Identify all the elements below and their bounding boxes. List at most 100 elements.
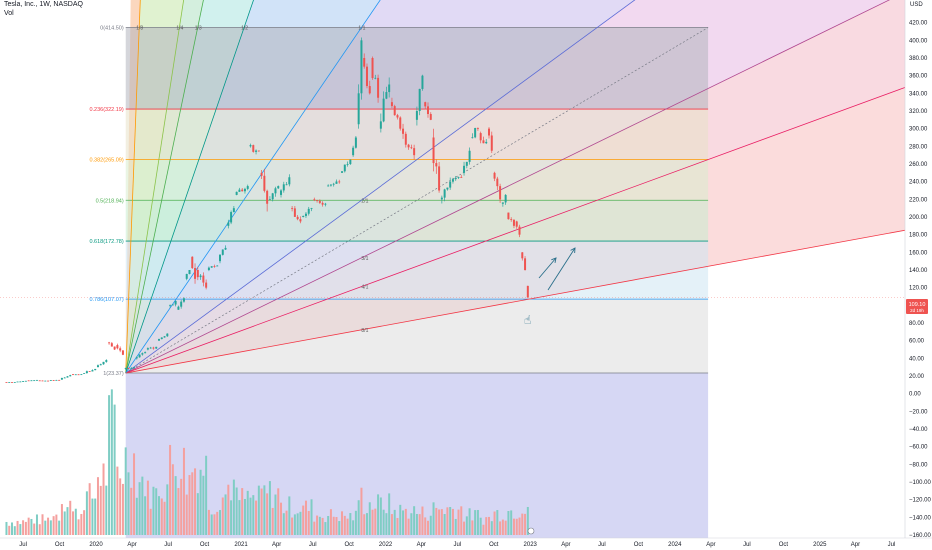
candle-body	[321, 202, 324, 205]
volume-bar	[119, 478, 122, 535]
price-tick-label: 0.00	[909, 392, 921, 398]
candle-body	[216, 265, 219, 267]
volume-bar	[257, 485, 260, 535]
time-tick-label: 2021	[234, 542, 248, 548]
candle-body	[346, 164, 349, 165]
candle-body	[482, 140, 485, 144]
volume-bar	[33, 523, 36, 535]
volume-bar	[121, 483, 124, 535]
gann-fan-label-1-4: 1/4	[176, 26, 183, 32]
volume-bar	[116, 466, 119, 535]
candle-body	[526, 285, 529, 298]
candle-body	[241, 189, 244, 192]
volume-bar	[110, 389, 113, 535]
candle-body	[288, 177, 291, 185]
volume-bar	[371, 509, 374, 535]
up-arrow-1	[538, 257, 557, 279]
fib-band-3	[125, 200, 709, 242]
candle-body	[27, 380, 30, 382]
candle-body	[432, 137, 435, 164]
candle-body	[19, 381, 22, 383]
candle-body	[188, 270, 191, 274]
gann-fan-label-1-3: 1/3	[195, 26, 202, 32]
fib-band-4	[125, 241, 709, 300]
gann-fan-diagonal	[125, 27, 709, 374]
volume-bar	[429, 515, 432, 535]
candle-body	[371, 58, 374, 79]
volume-bar	[35, 514, 38, 535]
fib-label-3: 0.5(218.94)	[96, 198, 124, 204]
candle-body	[402, 128, 405, 134]
candle-body	[479, 133, 482, 141]
candle-body	[169, 304, 172, 306]
price-tick-label: −160.00	[909, 533, 932, 539]
volume-bar	[512, 518, 515, 535]
volume-bar	[524, 513, 527, 535]
volume-bar	[171, 464, 174, 535]
candle-body	[474, 128, 477, 138]
price-axis-ticks: 420.00 400.00 380.00 360.00 340.00 320.00 300.…	[909, 21, 932, 539]
gann-fan-label-8-1: 8/1	[361, 328, 368, 334]
volume-bar	[490, 521, 493, 535]
time-axis-background[interactable]	[0, 538, 932, 550]
volume-bar	[443, 514, 446, 535]
volume-bar	[510, 510, 513, 535]
candle-body	[149, 347, 152, 349]
candle-body	[393, 106, 396, 116]
candle-body	[296, 216, 299, 220]
time-tick-label: Oct	[344, 542, 354, 548]
volume-bar	[457, 509, 460, 535]
time-tick-label: Apr	[561, 542, 570, 548]
candle-body	[293, 208, 296, 217]
candle-body	[268, 199, 271, 201]
volume-bar	[221, 497, 224, 535]
candle-body	[429, 114, 432, 120]
price-tick-label: −20.00	[909, 409, 928, 415]
candle-body	[390, 102, 393, 107]
volume-bar	[496, 510, 499, 535]
volume-bar	[518, 517, 521, 535]
price-tick-label: −100.00	[909, 480, 932, 486]
price-tick-label: 300.00	[909, 127, 928, 133]
volume-bar	[44, 520, 47, 535]
price-tick-label: −140.00	[909, 515, 932, 521]
volume-bar	[291, 517, 294, 535]
volume-bar	[149, 508, 152, 535]
volume-bar	[196, 493, 199, 535]
volume-bar	[41, 514, 44, 535]
candle-body	[327, 185, 330, 187]
volume-bar	[105, 485, 108, 535]
volume-bar	[238, 500, 241, 535]
up-arrow-1-head	[551, 257, 557, 263]
volume-bar	[463, 521, 466, 535]
candle-body	[521, 252, 524, 259]
volume-bar	[268, 481, 271, 535]
candle-body	[512, 219, 515, 226]
volume-bar	[407, 518, 410, 535]
volume-bar	[526, 506, 529, 535]
volume-bar	[22, 520, 25, 535]
volume-bar	[72, 511, 75, 535]
volume-bar	[365, 513, 368, 535]
time-tick-label: Jul	[888, 542, 896, 548]
time-tick-label: 2020	[89, 542, 103, 548]
candle-body	[108, 342, 111, 344]
candle-body	[124, 368, 127, 369]
volume-bar	[280, 502, 283, 535]
volume-bar	[404, 508, 407, 535]
volume-bar	[227, 484, 230, 535]
candle-body	[85, 371, 88, 374]
volume-bar	[66, 507, 69, 535]
annotations: ☝	[0, 247, 905, 535]
candle-body	[99, 364, 102, 366]
volume-bar	[219, 510, 222, 535]
candle-body	[449, 181, 452, 188]
volume-bar	[74, 508, 77, 535]
price-axis-background[interactable]	[905, 0, 932, 538]
volume-bar	[396, 517, 399, 535]
volume-bar	[504, 520, 507, 535]
volume-bar	[393, 509, 396, 535]
candle-body	[460, 177, 463, 178]
candle-body	[202, 275, 205, 283]
